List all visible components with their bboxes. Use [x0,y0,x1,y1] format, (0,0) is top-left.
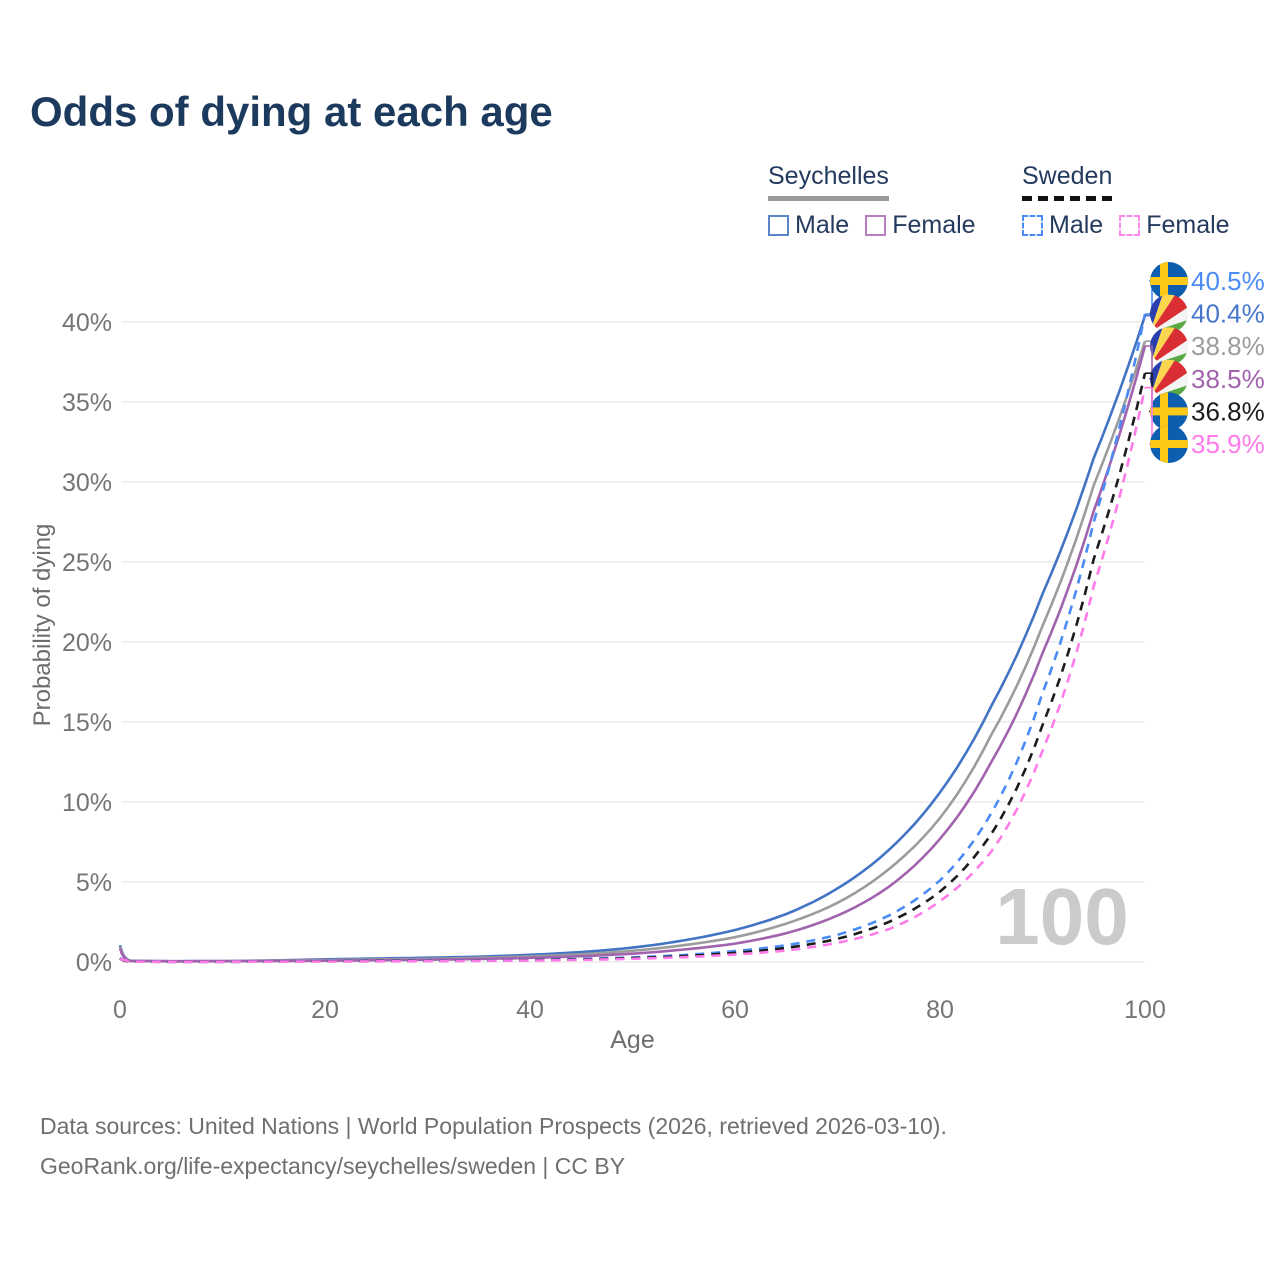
legend-row-sweden: Male Female [1022,211,1230,240]
x-tick-label: 40 [516,996,544,1024]
end-value-label: 36.8% [1191,396,1265,426]
legend-item-label: Female [1146,211,1230,239]
line-seychelles-male [118,315,1147,963]
x-tick-label: 100 [1124,996,1166,1024]
end-value-label: 38.5% [1191,364,1265,394]
x-tick-label: 0 [113,996,127,1024]
legend-item-sweden-female[interactable]: Female [1119,211,1230,240]
line-sweden-both-sexes [119,372,1147,964]
y-tick-label: 35% [62,389,112,417]
legend-group-sweden: Sweden Male Female [1022,162,1230,240]
y-tick-label: 40% [62,309,112,337]
flag-icon-seychelles [1150,359,1188,398]
legend-item-label: Male [795,211,850,239]
y-axis-title: Probability of dying [29,524,56,727]
end-value-label: 35.9% [1191,429,1265,459]
y-tick-label: 5% [76,869,112,897]
y-tick-label: 30% [62,469,112,497]
data-source-footer: Data sources: United Nations | World Pop… [40,1106,947,1186]
y-tick-label: 15% [62,709,112,737]
page-title: Odds of dying at each age [30,88,553,135]
legend-item-sweden-male[interactable]: Male [1022,211,1103,240]
end-value-label: 40.5% [1191,266,1265,296]
line-seychelles-both-sexes [118,340,1147,963]
legend-group-seychelles: Seychelles Male Female [768,162,976,240]
line-sweden-female [119,387,1147,964]
y-tick-label: 10% [62,789,112,817]
legend-item-label: Male [1049,211,1104,239]
flag-icon-sweden [1150,425,1188,463]
legend-item-seychelles-female[interactable]: Female [865,211,976,240]
flag-icon-seychelles [1150,294,1188,333]
y-tick-label: 20% [62,629,112,657]
legend-group-label-sweden: Sweden [1022,162,1113,201]
y-tick-label: 25% [62,549,112,577]
legend-group-label-seychelles: Seychelles [768,162,889,201]
footer-line-sources: Data sources: United Nations | World Pop… [40,1113,947,1139]
flag-icon-sweden [1150,392,1188,431]
footer-line-attribution: GeoRank.org/life-expectancy/seychelles/s… [40,1153,626,1179]
x-tick-label: 80 [926,996,954,1024]
flag-icon-seychelles [1150,327,1188,366]
series-swatch-icon [768,215,789,236]
y-tick-label: 0% [76,949,112,977]
legend-item-label: Female [892,211,976,239]
series-swatch-icon [865,215,887,236]
x-axis-title: Age [610,1026,654,1054]
line-sweden-male [119,313,1147,964]
legend-row-seychelles: Male Female [768,211,976,240]
legend-item-seychelles-male[interactable]: Male [768,211,849,240]
end-value-label: 40.4% [1191,299,1265,329]
line-seychelles-female [118,345,1147,963]
series-swatch-icon [1022,215,1043,236]
x-tick-label: 20 [311,996,339,1024]
end-value-label: 38.8% [1191,331,1265,361]
flag-icon-sweden [1150,262,1188,300]
series-swatch-icon [1119,215,1141,236]
x-tick-label: 60 [721,996,749,1024]
age-watermark: 100 [995,872,1128,961]
